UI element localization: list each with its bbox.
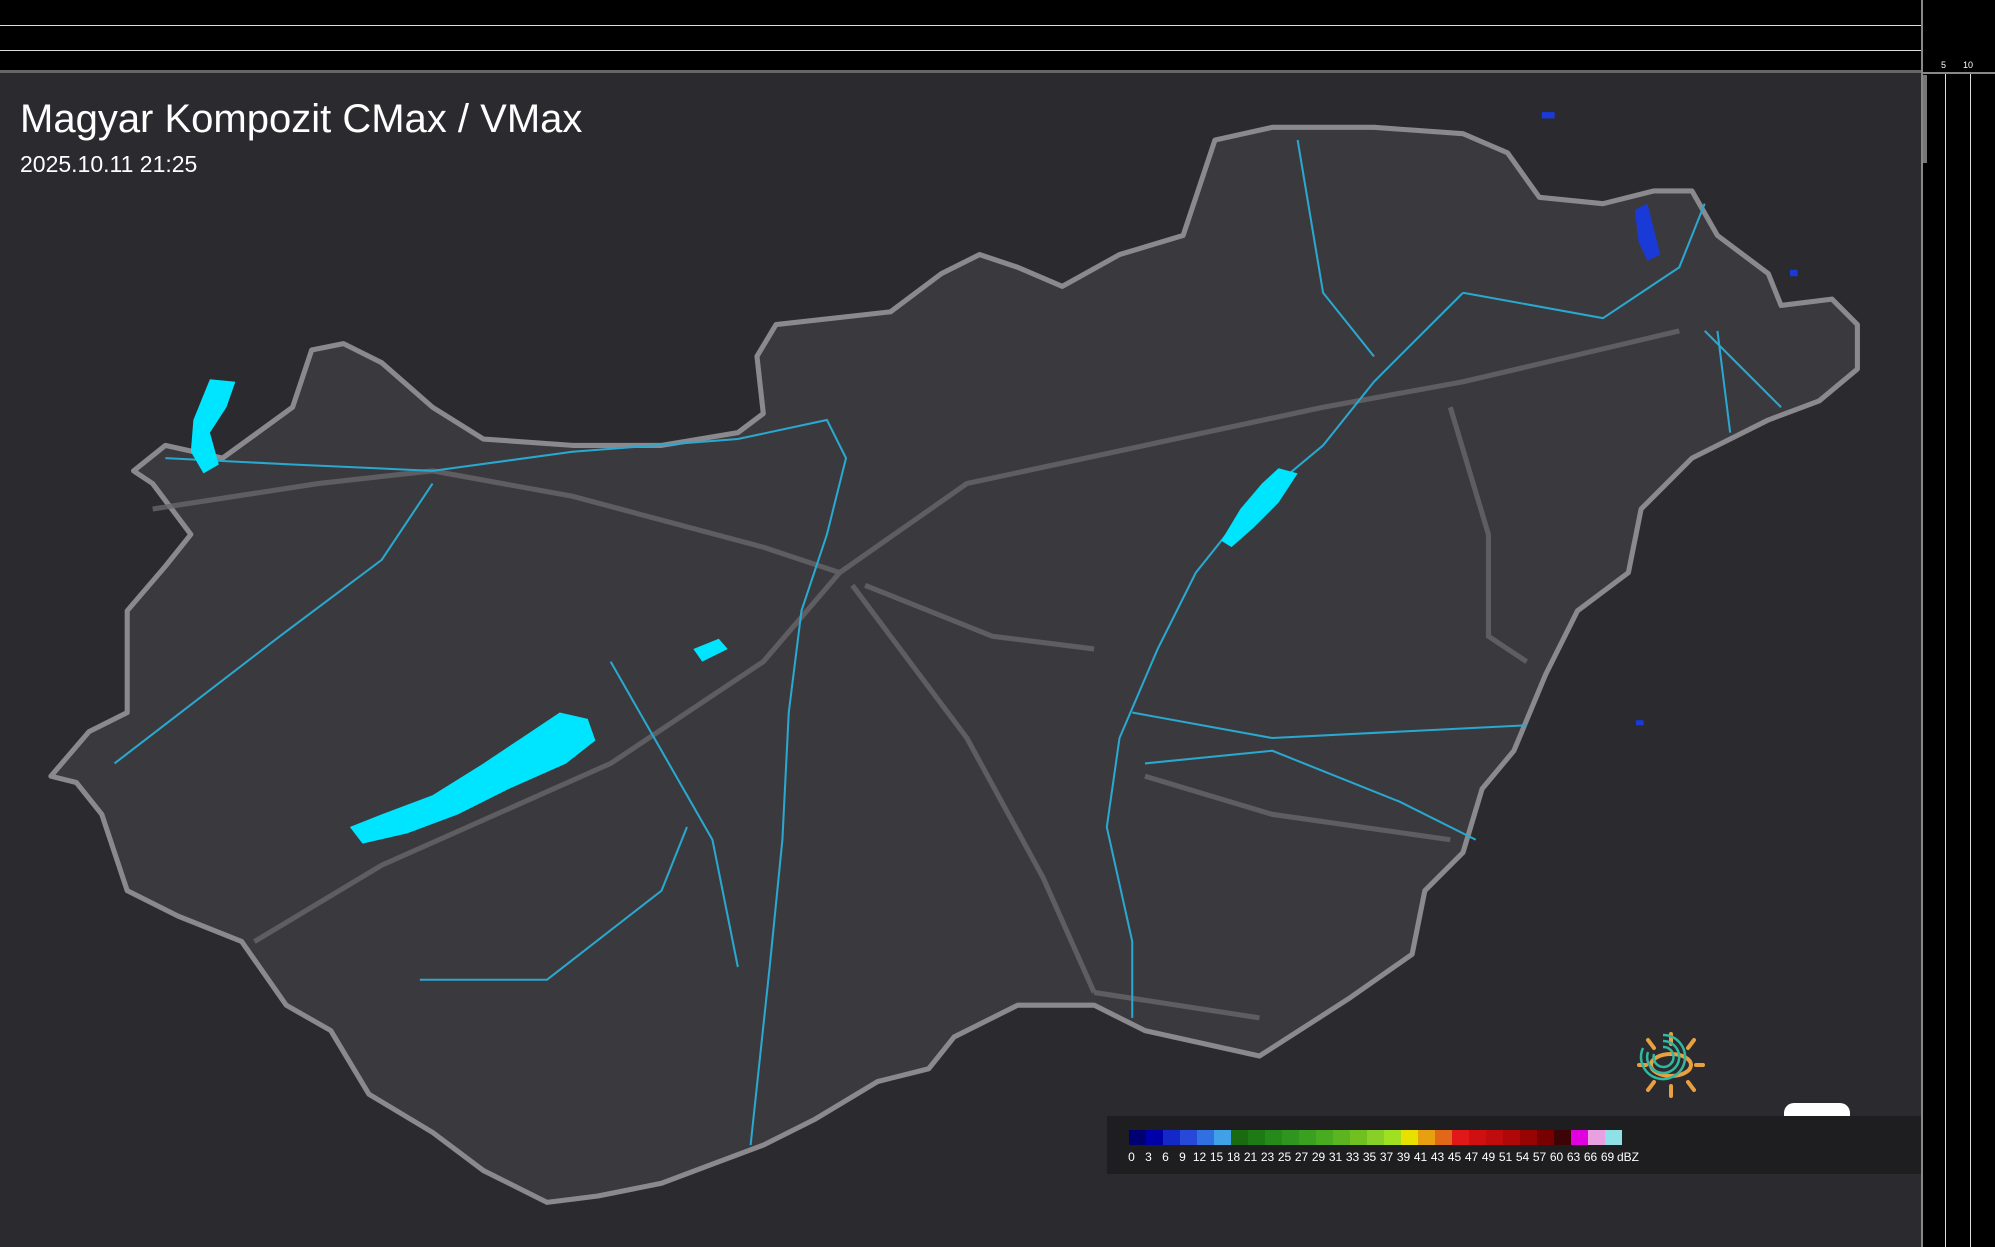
map-title: Magyar Kompozit CMax / VMax bbox=[20, 97, 583, 141]
map-timestamp: 2025.10.11 21:25 bbox=[20, 151, 198, 177]
legend-swatch bbox=[1554, 1130, 1571, 1145]
legend-swatch bbox=[1384, 1130, 1401, 1145]
lake-velence bbox=[693, 638, 728, 662]
legend-label: 29 bbox=[1311, 1150, 1326, 1164]
legend-swatch bbox=[1248, 1130, 1265, 1145]
dbz-color-legend: 0 3 6 9 12 15 18 21 23 25 27 29 31 33 35 37 39 41 43 45 47 49… bbox=[1107, 1116, 1921, 1174]
legend-label: 9 bbox=[1179, 1150, 1186, 1164]
legend-label: 35 bbox=[1362, 1150, 1377, 1164]
legend-label: 54 bbox=[1515, 1150, 1530, 1164]
legend-label: 25 bbox=[1277, 1150, 1292, 1164]
legend-swatch bbox=[1605, 1130, 1622, 1145]
legend-label: 23 bbox=[1260, 1150, 1275, 1164]
legend-swatch bbox=[1180, 1130, 1197, 1145]
scale-line bbox=[0, 25, 1921, 26]
profile-bar bbox=[1923, 75, 1927, 163]
legend-unit: dBZ bbox=[1616, 1150, 1639, 1164]
legend-labels: 0 3 6 9 12 15 18 21 23 25 27 29 31 33 35 37 39 41 43 45 47 49… bbox=[1123, 1150, 1640, 1164]
top-profile-panel bbox=[0, 0, 1921, 73]
legend-label: 69 bbox=[1600, 1150, 1615, 1164]
legend-swatch bbox=[1231, 1130, 1248, 1145]
scale-tick: 10 bbox=[1963, 60, 1974, 70]
rivers bbox=[113, 139, 1782, 1146]
legend-swatch bbox=[1163, 1130, 1180, 1145]
legend-swatch bbox=[1571, 1130, 1588, 1145]
legend-swatch bbox=[1452, 1130, 1469, 1145]
legend-swatch bbox=[1129, 1130, 1146, 1145]
legend-label: 15 bbox=[1209, 1150, 1224, 1164]
legend-label: 12 bbox=[1192, 1150, 1207, 1164]
lake-ferto bbox=[190, 379, 236, 474]
legend-swatch bbox=[1214, 1130, 1231, 1145]
legend-swatch bbox=[1265, 1130, 1282, 1145]
legend-swatch bbox=[1333, 1130, 1350, 1145]
scale-line bbox=[1945, 73, 1946, 1247]
legend-label: 57 bbox=[1532, 1150, 1547, 1164]
lake-balaton bbox=[349, 712, 596, 844]
legend-swatch bbox=[1350, 1130, 1367, 1145]
legend-label: 21 bbox=[1243, 1150, 1258, 1164]
legend-swatch bbox=[1146, 1130, 1163, 1145]
legend-swatch bbox=[1435, 1130, 1452, 1145]
legend-label: 60 bbox=[1549, 1150, 1564, 1164]
legend-label: 49 bbox=[1481, 1150, 1496, 1164]
legend-label: 51 bbox=[1498, 1150, 1513, 1164]
legend-label: 43 bbox=[1430, 1150, 1445, 1164]
scale-tick: 5 bbox=[1941, 60, 1947, 70]
right-profile-panel: 5 10 bbox=[1921, 0, 1995, 1247]
legend-swatch bbox=[1503, 1130, 1520, 1145]
legend-swatch bbox=[1520, 1130, 1537, 1145]
legend-label: 6 bbox=[1162, 1150, 1169, 1164]
legend-label: 45 bbox=[1447, 1150, 1462, 1164]
legend-label: 0 bbox=[1128, 1150, 1135, 1164]
profile-baseline bbox=[0, 70, 1921, 73]
legend-label: 47 bbox=[1464, 1150, 1479, 1164]
legend-label: 3 bbox=[1145, 1150, 1152, 1164]
hungary-area bbox=[48, 124, 1860, 1205]
legend-swatch bbox=[1469, 1130, 1486, 1145]
scale-line bbox=[0, 50, 1921, 51]
legend-swatches bbox=[1129, 1130, 1622, 1145]
legend-label: 33 bbox=[1345, 1150, 1360, 1164]
scale-line bbox=[1970, 73, 1971, 1247]
map-svg bbox=[48, 112, 1860, 1205]
precipitation-echoes bbox=[1541, 112, 1798, 726]
legend-label: 18 bbox=[1226, 1150, 1241, 1164]
lake-tisza bbox=[1221, 468, 1298, 548]
legend-label: 39 bbox=[1396, 1150, 1411, 1164]
legend-swatch bbox=[1588, 1130, 1605, 1145]
legend-swatch bbox=[1401, 1130, 1418, 1145]
legend-swatch bbox=[1486, 1130, 1503, 1145]
radar-map[interactable]: Magyar Kompozit CMax / VMax 2025.10.11 2… bbox=[0, 73, 1921, 1247]
legend-label: 63 bbox=[1566, 1150, 1581, 1164]
legend-label: 37 bbox=[1379, 1150, 1394, 1164]
legend-label: 41 bbox=[1413, 1150, 1428, 1164]
legend-swatch bbox=[1316, 1130, 1333, 1145]
legend-swatch bbox=[1418, 1130, 1435, 1145]
legend-swatch bbox=[1197, 1130, 1214, 1145]
legend-swatch bbox=[1282, 1130, 1299, 1145]
legend-swatch bbox=[1367, 1130, 1384, 1145]
legend-swatch bbox=[1537, 1130, 1554, 1145]
roads bbox=[152, 328, 1680, 1021]
separator bbox=[1921, 72, 1995, 74]
legend-label: 31 bbox=[1328, 1150, 1343, 1164]
legend-label: 66 bbox=[1583, 1150, 1598, 1164]
legend-swatch bbox=[1299, 1130, 1316, 1145]
legend-label: 27 bbox=[1294, 1150, 1309, 1164]
lakes bbox=[190, 379, 1298, 844]
